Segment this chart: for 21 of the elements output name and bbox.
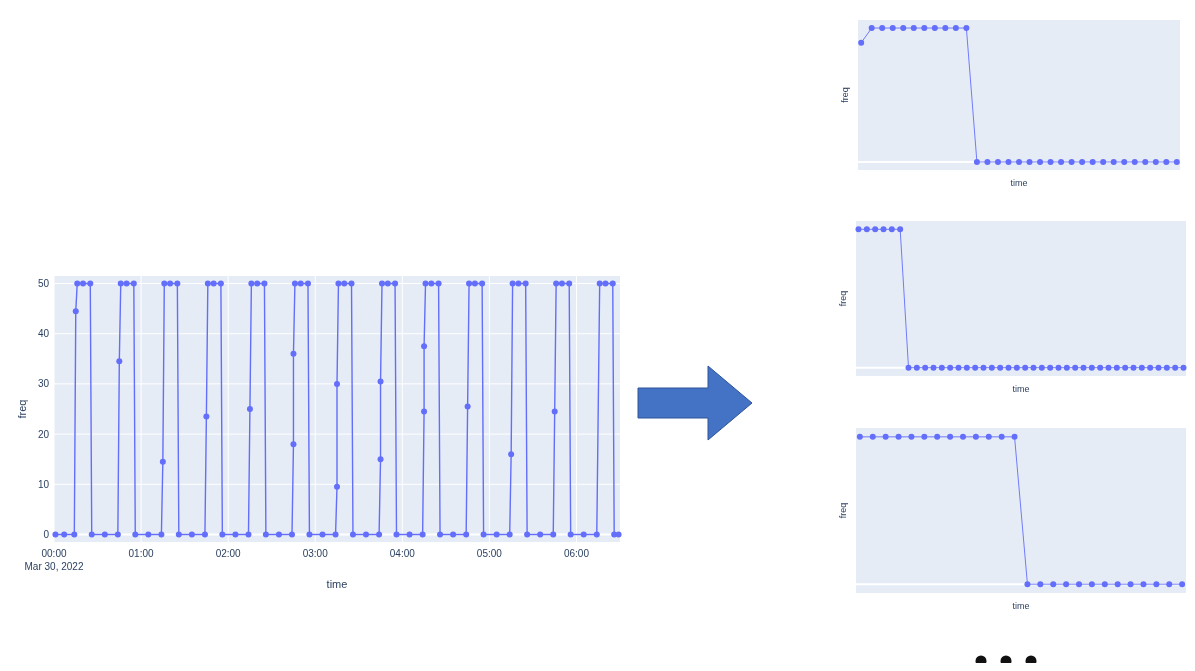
y-axis-title: freq xyxy=(840,87,850,103)
x-tick-label: 02:00 xyxy=(215,548,242,559)
x-tick-label: 01:00 xyxy=(128,548,155,559)
y-tick-label: 10 xyxy=(37,478,50,490)
y-axis-title: freq xyxy=(838,502,848,519)
y-tick-label: 30 xyxy=(37,378,50,390)
x-axis-title: time xyxy=(326,578,348,590)
x-tick-label: 05:00 xyxy=(476,548,503,559)
y-tick-label: 40 xyxy=(37,328,50,340)
x-axis-title: time xyxy=(1010,178,1028,188)
y-axis-title: freq xyxy=(838,290,848,307)
x-tick-label: 04:00 xyxy=(389,548,416,559)
y-tick-label: 50 xyxy=(37,278,50,290)
x-tick-label: 00:00 Mar 30, 2022 xyxy=(24,548,84,572)
x-axis-title: time xyxy=(1012,384,1030,394)
x-tick-label: 03:00 xyxy=(302,548,329,559)
y-tick-label: 20 xyxy=(37,428,50,440)
x-tick-label: 06:00 xyxy=(563,548,590,559)
y-tick-label: 0 xyxy=(43,528,50,540)
x-axis-title: time xyxy=(1012,601,1030,611)
y-axis-title: freq xyxy=(16,399,28,419)
